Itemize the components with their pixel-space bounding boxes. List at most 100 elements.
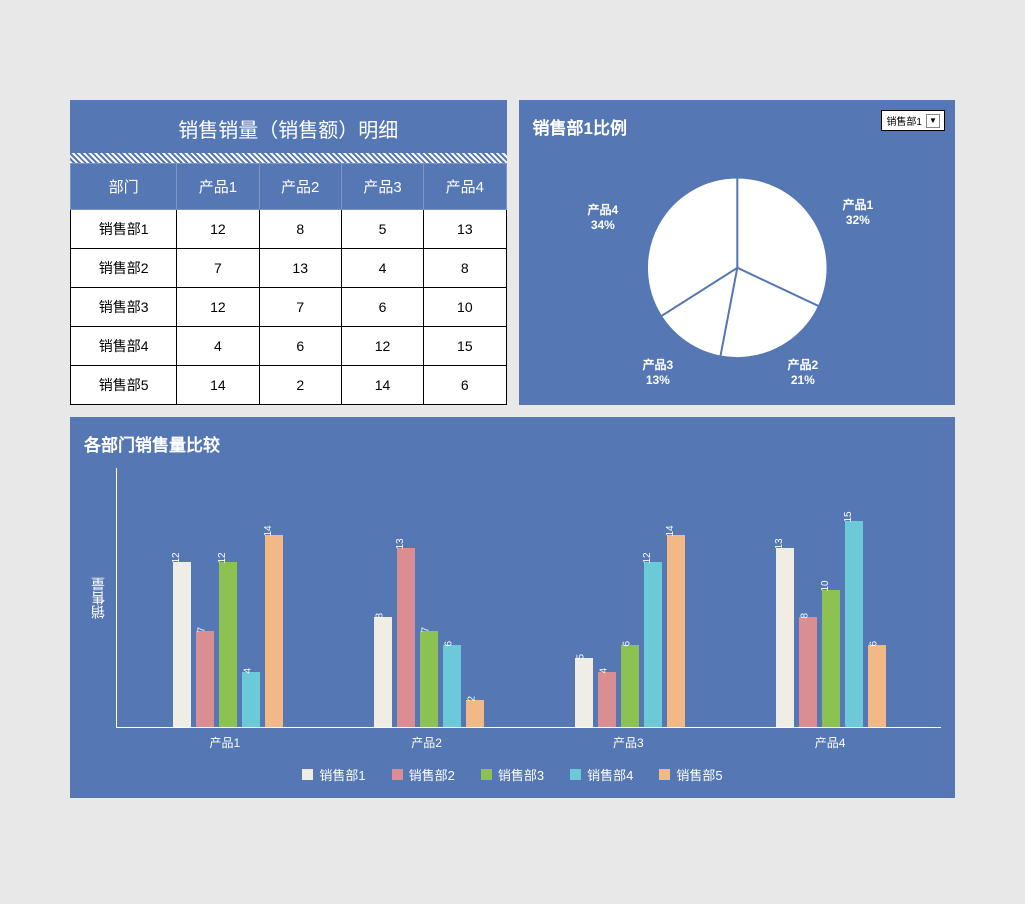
- bar-value-label: 13: [394, 539, 405, 550]
- bar-title: 各部门销售量比较: [84, 431, 941, 456]
- table-cell: 8: [259, 210, 341, 249]
- table-cell: 销售部1: [71, 210, 177, 249]
- table-cell: 4: [177, 327, 259, 366]
- table-cell: 5: [341, 210, 423, 249]
- bar-value-label: 5: [575, 654, 586, 660]
- pie-slice-label: 产品221%: [788, 358, 819, 388]
- legend-item: 销售部1: [302, 765, 365, 784]
- bar: 8: [799, 617, 817, 727]
- legend-swatch: [570, 769, 581, 780]
- y-axis-label: 销售量: [84, 577, 116, 619]
- legend-swatch: [481, 769, 492, 780]
- table-cell: 2: [259, 366, 341, 405]
- table-cell: 12: [177, 210, 259, 249]
- legend-label: 销售部4: [587, 765, 633, 784]
- table-cell: 12: [341, 327, 423, 366]
- table-cell: 销售部4: [71, 327, 177, 366]
- bar: 6: [443, 645, 461, 728]
- table-header: 产品3: [341, 164, 423, 210]
- bar-value-label: 14: [664, 525, 675, 536]
- bar: 6: [868, 645, 886, 728]
- dashboard: 销售销量（销售额）明细 部门产品1产品2产品3产品4 销售部1128513销售部…: [70, 100, 955, 798]
- table-cell: 6: [424, 366, 506, 405]
- x-axis-category: 产品3: [528, 728, 730, 751]
- bar-group: 813762: [328, 548, 529, 727]
- bar-value-label: 4: [242, 668, 253, 674]
- table-header: 产品1: [177, 164, 259, 210]
- pie-slice-label: 产品132%: [843, 198, 874, 228]
- bar: 6: [621, 645, 639, 728]
- legend-label: 销售部1: [319, 765, 365, 784]
- bar-value-label: 8: [374, 613, 385, 619]
- bar: 7: [420, 631, 438, 727]
- bar-group: 5461214: [529, 535, 730, 728]
- table-header: 部门: [71, 164, 177, 210]
- legend-label: 销售部3: [498, 765, 544, 784]
- pie-chart-panel: 销售部1比例 销售部1 ▼ 产品132%产品221%产品313%产品434%: [519, 100, 956, 405]
- bar-plot-area: 12712414813762546121413810156: [116, 468, 941, 728]
- bar-value-label: 12: [216, 552, 227, 563]
- table-row: 销售部1128513: [71, 210, 507, 249]
- bar: 13: [397, 548, 415, 727]
- bar: 12: [173, 562, 191, 727]
- bar: 13: [776, 548, 794, 727]
- bar-value-label: 14: [262, 525, 273, 536]
- bar: 4: [598, 672, 616, 727]
- x-axis-labels: 产品1产品2产品3产品4: [114, 728, 941, 751]
- bar-value-label: 4: [598, 668, 609, 674]
- bar-value-label: 12: [641, 552, 652, 563]
- table-cell: 7: [177, 249, 259, 288]
- bar-value-label: 2: [466, 695, 477, 701]
- selector-value: 销售部1: [886, 113, 922, 128]
- sales-table: 部门产品1产品2产品3产品4 销售部1128513销售部271348销售部312…: [70, 163, 507, 405]
- table-cell: 8: [424, 249, 506, 288]
- table-cell: 销售部3: [71, 288, 177, 327]
- bar-value-label: 13: [773, 539, 784, 550]
- table-cell: 7: [259, 288, 341, 327]
- bar: 7: [196, 631, 214, 727]
- pie-title: 销售部1比例: [533, 114, 942, 139]
- sales-detail-table-panel: 销售销量（销售额）明细 部门产品1产品2产品3产品4 销售部1128513销售部…: [70, 100, 507, 405]
- bar: 5: [575, 658, 593, 727]
- bar: 12: [644, 562, 662, 727]
- table-cell: 15: [424, 327, 506, 366]
- table-cell: 10: [424, 288, 506, 327]
- pie-chart: 产品132%产品221%产品313%产品434%: [533, 143, 942, 383]
- bar-value-label: 6: [621, 640, 632, 646]
- table-row: 销售部5142146: [71, 366, 507, 405]
- bar-group: 13810156: [730, 521, 931, 727]
- legend-item: 销售部4: [570, 765, 633, 784]
- bar: 14: [265, 535, 283, 728]
- pie-slice-label: 产品313%: [643, 358, 674, 388]
- table-accent-strip: [70, 153, 507, 163]
- bar-value-label: 6: [443, 640, 454, 646]
- department-selector[interactable]: 销售部1 ▼: [881, 110, 945, 131]
- bar: 8: [374, 617, 392, 727]
- bar-value-label: 6: [868, 640, 879, 646]
- legend-label: 销售部5: [676, 765, 722, 784]
- table-header: 产品2: [259, 164, 341, 210]
- bar-value-label: 12: [170, 552, 181, 563]
- table-row: 销售部4461215: [71, 327, 507, 366]
- legend-item: 销售部2: [392, 765, 455, 784]
- table-cell: 14: [341, 366, 423, 405]
- bar: 10: [822, 590, 840, 728]
- legend-item: 销售部5: [659, 765, 722, 784]
- table-cell: 13: [259, 249, 341, 288]
- legend-swatch: [302, 769, 313, 780]
- bar-value-label: 10: [819, 580, 830, 591]
- table-cell: 13: [424, 210, 506, 249]
- table-cell: 6: [341, 288, 423, 327]
- bar-value-label: 15: [842, 511, 853, 522]
- pie-slice-label: 产品434%: [588, 203, 619, 233]
- legend-item: 销售部3: [481, 765, 544, 784]
- legend-label: 销售部2: [409, 765, 455, 784]
- bar: 12: [219, 562, 237, 727]
- table-cell: 6: [259, 327, 341, 366]
- bar: 14: [667, 535, 685, 728]
- table-cell: 销售部5: [71, 366, 177, 405]
- legend-swatch: [659, 769, 670, 780]
- table-cell: 12: [177, 288, 259, 327]
- table-row: 销售部271348: [71, 249, 507, 288]
- bar: 2: [466, 700, 484, 728]
